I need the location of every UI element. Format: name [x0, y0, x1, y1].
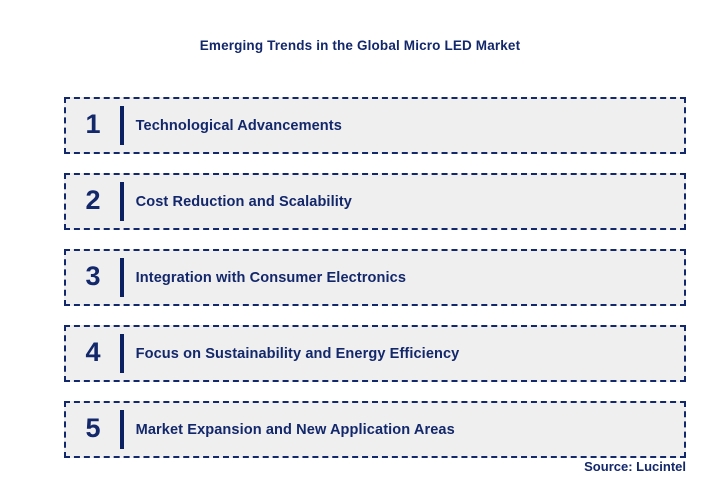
- trend-label: Market Expansion and New Application Are…: [135, 421, 455, 438]
- rank-divider: [120, 410, 124, 449]
- trend-label: Technological Advancements: [135, 117, 342, 134]
- list-item[interactable]: 4 Focus on Sustainability and Energy Eff…: [64, 325, 686, 382]
- trend-label: Cost Reduction and Scalability: [135, 193, 352, 210]
- trend-rank-number: 4: [85, 337, 101, 367]
- page-title: Emerging Trends in the Global Micro LED …: [199, 38, 521, 53]
- trend-label: Integration with Consumer Electronics: [135, 269, 407, 286]
- list-item[interactable]: 3 Integration with Consumer Electronics: [64, 249, 686, 306]
- trend-rank-number: 2: [85, 185, 101, 215]
- trend-rank-number: 3: [85, 261, 101, 291]
- source-attribution: Source: Lucintel: [584, 459, 686, 474]
- trend-rank-number: 1: [85, 109, 101, 139]
- rank-divider: [120, 334, 124, 373]
- list-item[interactable]: 1 Technological Advancements: [64, 97, 686, 154]
- list-item[interactable]: 5 Market Expansion and New Application A…: [64, 401, 686, 458]
- trend-label: Focus on Sustainability and Energy Effic…: [135, 345, 460, 362]
- rank-divider: [120, 182, 124, 221]
- rank-divider: [120, 106, 124, 145]
- trend-list: 1 Technological Advancements 2 Cost Redu…: [64, 97, 686, 458]
- trend-rank-number: 5: [85, 413, 101, 443]
- list-item[interactable]: 2 Cost Reduction and Scalability: [64, 173, 686, 230]
- rank-divider: [120, 258, 124, 297]
